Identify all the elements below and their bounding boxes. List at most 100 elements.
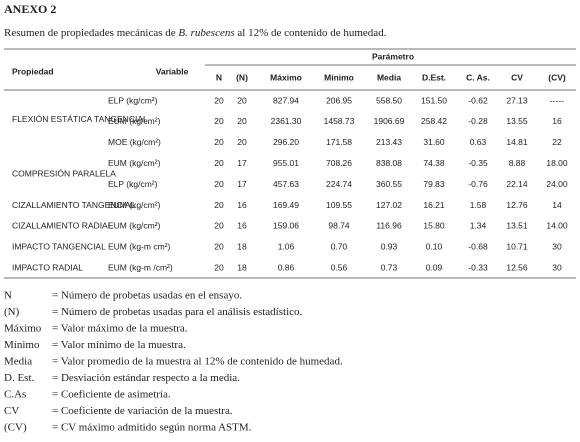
value-cell: 18.00: [546, 158, 568, 168]
value-cell: 457.63: [273, 179, 299, 189]
legend-term: (CV): [4, 422, 27, 434]
value-cell: 16: [237, 200, 247, 210]
caption: Resumen de propiedades mecánicas de B. r…: [4, 27, 387, 39]
value-cell: -0.68: [468, 242, 488, 252]
caption-text: Resumen de propiedades mecánicas de: [4, 27, 178, 39]
value-cell: -0.33: [468, 262, 488, 272]
property-label: FLEXIÓN ESTÁTICA TANGENCIAL: [12, 114, 148, 124]
property-label: CIZALLAMIENTO TANGENCIAL: [12, 200, 136, 210]
caption-species: B. rubescens: [178, 27, 234, 39]
value-cell: 0.10: [426, 242, 443, 252]
value-cell: 2361.30: [271, 116, 302, 126]
value-cell: 30: [552, 262, 562, 272]
value-cell: 17: [237, 158, 247, 168]
value-cell: 20: [237, 95, 247, 105]
value-cell: 20: [214, 158, 224, 168]
column-header: D.Est.: [422, 72, 446, 82]
legend-definition: = Valor máximo de la muestra.: [52, 323, 188, 335]
value-cell: 20: [214, 116, 224, 126]
value-cell: 827.94: [273, 95, 299, 105]
value-cell: 838.08: [376, 158, 402, 168]
value-cell: 22: [552, 137, 562, 147]
value-cell: 14.00: [546, 221, 568, 231]
column-header: (N): [236, 72, 248, 82]
value-cell: 109.55: [326, 200, 352, 210]
variable-cell: EUM (kg/cm²): [108, 221, 161, 231]
column-header: C. As.: [466, 72, 490, 82]
column-header: Variable: [156, 66, 189, 76]
value-cell: 12.56: [506, 262, 528, 272]
property-label: IMPACTO TANGENCIAL: [12, 242, 106, 252]
value-cell: 0.09: [426, 262, 443, 272]
value-cell: 708.26: [326, 158, 352, 168]
value-cell: -0.28: [468, 116, 488, 126]
value-cell: 20: [214, 179, 224, 189]
value-cell: 0.93: [381, 242, 398, 252]
value-cell: 0.73: [381, 262, 398, 272]
value-cell: 558.50: [376, 95, 402, 105]
value-cell: 127.02: [376, 200, 402, 210]
legend-term: (N): [4, 306, 20, 318]
legend-term: Máximo: [4, 323, 42, 335]
value-cell: 0.63: [470, 137, 487, 147]
legend-definition: = Desviación estándar respecto a la medi…: [52, 372, 240, 384]
value-cell: 20: [214, 200, 224, 210]
value-cell: 1.34: [470, 221, 487, 231]
value-cell: 22.14: [506, 179, 528, 189]
value-cell: 20: [214, 221, 224, 231]
variable-cell: EUM (kg-m /cm²): [108, 262, 173, 272]
variable-cell: MOE (kg/cm²): [108, 137, 161, 147]
value-cell: 27.13: [506, 95, 528, 105]
variable-cell: EUM (kg/cm²): [108, 200, 161, 210]
value-cell: 296.20: [273, 137, 299, 147]
value-cell: 0.70: [331, 242, 348, 252]
value-cell: 116.96: [376, 221, 402, 231]
value-cell: 16: [237, 221, 247, 231]
value-cell: 15.80: [423, 221, 445, 231]
value-cell: 151.50: [421, 95, 447, 105]
value-cell: 14.81: [506, 137, 528, 147]
title: ANEXO 2: [4, 2, 56, 16]
legend-term: Mínimo: [4, 339, 40, 351]
value-cell: -0.35: [468, 158, 488, 168]
property-label: CIZALLAMIENTO RADIAL: [12, 221, 113, 231]
variable-cell: ELP (kg/cm²): [108, 179, 158, 189]
value-cell: -----: [550, 95, 564, 105]
value-cell: 10.71: [506, 242, 528, 252]
value-cell: 1906.69: [374, 116, 405, 126]
column-header: Media: [377, 72, 401, 82]
value-cell: 20: [214, 242, 224, 252]
value-cell: 20: [237, 116, 247, 126]
column-header: N: [216, 72, 222, 82]
value-cell: 1458.73: [324, 116, 355, 126]
value-cell: 98.74: [328, 221, 350, 231]
legend-definition: = Número de probetas usadas para el anál…: [52, 306, 303, 318]
value-cell: 31.60: [423, 137, 445, 147]
value-cell: 24.00: [546, 179, 568, 189]
value-cell: 8.88: [509, 158, 526, 168]
legend-definition: = Número de probetas usadas en el ensayo…: [52, 290, 242, 302]
value-cell: 0.86: [278, 262, 295, 272]
value-cell: 0.56: [331, 262, 348, 272]
value-cell: 74.38: [423, 158, 445, 168]
property-label: COMPRESIÓN PARALELA: [12, 168, 116, 178]
legend-term: Media: [4, 356, 32, 368]
variable-cell: ELP (kg/cm²): [108, 95, 158, 105]
legend-term: CV: [4, 405, 19, 417]
value-cell: 1.06: [278, 242, 295, 252]
value-cell: 79.83: [423, 179, 445, 189]
column-header: Mínimo: [324, 72, 354, 82]
group-header: Parámetro: [372, 51, 414, 61]
value-cell: 30: [552, 242, 562, 252]
value-cell: 1.58: [470, 200, 487, 210]
value-cell: 12.76: [506, 200, 528, 210]
legend-definition: = Valor promedio de la muestra al 12% de…: [52, 356, 343, 368]
value-cell: 13.55: [506, 116, 528, 126]
legend-term: D. Est.: [4, 372, 35, 384]
column-header: Propiedad: [12, 66, 54, 76]
value-cell: 213.43: [376, 137, 402, 147]
value-cell: 16.21: [423, 200, 445, 210]
value-cell: 159.06: [273, 221, 299, 231]
variable-cell: EUM (kg/cm²): [108, 116, 161, 126]
caption-text: al 12% de contenido de humedad.: [235, 27, 387, 39]
